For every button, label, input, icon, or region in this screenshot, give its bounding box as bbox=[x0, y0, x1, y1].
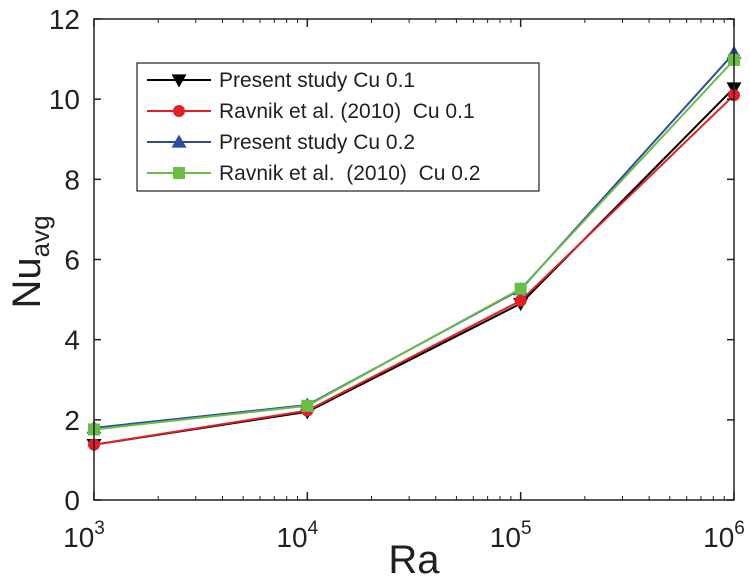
data-point bbox=[514, 282, 527, 295]
x-tick-label: 103 bbox=[63, 518, 105, 553]
legend-label: Present study Cu 0.2 bbox=[219, 131, 415, 154]
legend-label: Ravnik et al. (2010) Cu 0.2 bbox=[219, 162, 480, 185]
y-tick-label: 6 bbox=[64, 245, 80, 276]
x-tick-label: 104 bbox=[276, 518, 318, 553]
legend-entry: Present study Cu 0.1 bbox=[147, 69, 415, 92]
series-line bbox=[93, 94, 735, 446]
y-tick-label: 8 bbox=[64, 164, 80, 195]
legend-entry: Present study Cu 0.2 bbox=[147, 131, 415, 154]
legend-marker bbox=[173, 105, 185, 117]
x-axis-title: Ra bbox=[388, 538, 440, 582]
legend-label: Ravnik et al. (2010) Cu 0.1 bbox=[219, 100, 475, 123]
legend-marker bbox=[171, 134, 187, 148]
svg-text:Nuavg: Nuavg bbox=[5, 215, 55, 308]
data-point bbox=[301, 399, 314, 412]
legend-entry: Ravnik et al. (2010) Cu 0.1 bbox=[147, 100, 475, 123]
data-point bbox=[514, 294, 527, 307]
legend-label: Present study Cu 0.1 bbox=[219, 69, 415, 92]
legend-box bbox=[136, 62, 540, 192]
y-axis-title-base: Nu bbox=[5, 257, 49, 308]
x-axis: 103 104 105 106 bbox=[63, 19, 745, 553]
y-tick-label: 4 bbox=[64, 325, 80, 356]
legend: Present study Cu 0.1 Ravnik et al. (2010)… bbox=[136, 62, 540, 192]
y-axis-title-subscript: avg bbox=[25, 215, 55, 257]
y-tick-label: 10 bbox=[49, 84, 80, 115]
y-axis-title: Nuavg bbox=[5, 215, 55, 308]
series-line bbox=[93, 59, 735, 431]
y-tick-label: 2 bbox=[64, 405, 80, 436]
y-tick-label: 0 bbox=[64, 485, 80, 516]
x-tick-label: 106 bbox=[703, 518, 745, 553]
x-tick-label: 105 bbox=[490, 518, 532, 553]
legend-marker bbox=[171, 74, 187, 88]
y-tick-label: 12 bbox=[49, 4, 80, 35]
legend-marker bbox=[173, 167, 185, 179]
y-axis: 0 2 4 6 8 10 12 bbox=[49, 4, 734, 516]
legend-entry: Ravnik et al. (2010) Cu 0.2 bbox=[147, 162, 480, 185]
